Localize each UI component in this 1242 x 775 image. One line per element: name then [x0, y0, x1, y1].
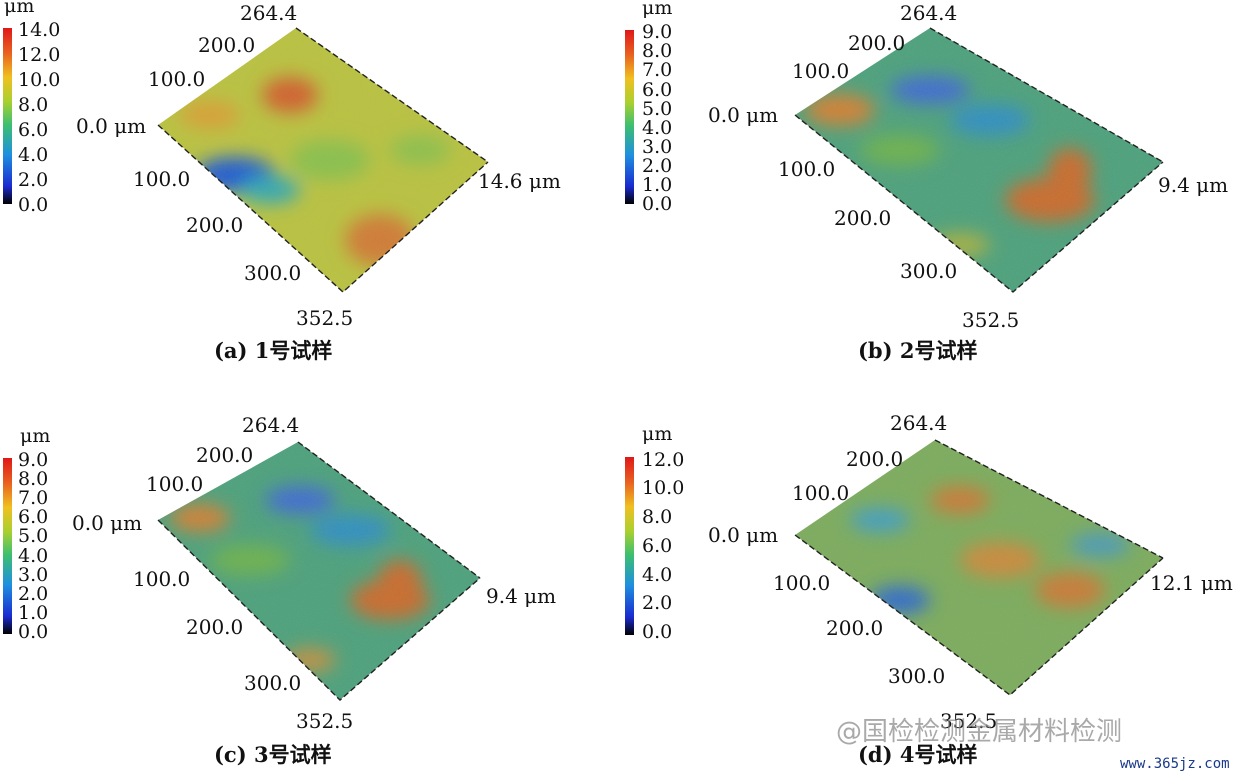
panel-a: μm 14.0 12.0 10.0 8.0 6.0 4.0 2.0 0.0	[3, 0, 561, 363]
y-tick: 264.4	[240, 1, 297, 25]
colorbar-tick: 0.0	[18, 621, 48, 643]
colorbar-tick: 8.0	[18, 94, 48, 116]
z-max-label: 12.1 μm	[1150, 571, 1233, 595]
y-tick: 0.0 μm	[72, 511, 142, 535]
colorbar-tick: 5.0	[642, 98, 672, 120]
colorbar-tick: 9.0	[642, 21, 672, 43]
colorbar-tick: 3.0	[18, 564, 48, 586]
x-tick: 200.0	[826, 616, 883, 640]
colorbar-tick: 4.0	[642, 117, 672, 139]
x-tick: 300.0	[244, 261, 301, 285]
x-tick: 300.0	[888, 664, 945, 688]
x-tick: 200.0	[186, 615, 243, 639]
y-tick: 0.0 μm	[708, 523, 778, 547]
colorbar-tick: 3.0	[642, 136, 672, 158]
x-tick: 352.5	[940, 709, 997, 733]
colorbar-gradient	[3, 28, 12, 204]
colorbar-gradient	[625, 30, 634, 204]
y-tick: 0.0 μm	[76, 114, 146, 138]
colorbar-tick: 2.0	[18, 169, 48, 191]
caption-c: (c) 3号试样	[214, 742, 332, 767]
y-tick: 100.0	[148, 67, 205, 91]
y-tick: 100.0	[146, 472, 203, 496]
colorbar-tick: 6.0	[18, 506, 48, 528]
x-tick: 352.5	[962, 308, 1019, 332]
x-tick: 100.0	[133, 567, 190, 591]
colorbar-tick: 10.0	[18, 69, 60, 91]
x-tick: 200.0	[834, 206, 891, 230]
panel-b: μm 9.0 8.0 7.0 6.0 5.0 4.0 3.0 2.0 1.0 0…	[625, 0, 1228, 363]
colorbar-unit: μm	[642, 0, 672, 19]
y-tick: 200.0	[848, 31, 905, 55]
y-tick: 100.0	[792, 59, 849, 83]
watermark: @国检检测金属材料检测	[836, 717, 1122, 747]
colorbar-tick: 6.0	[642, 79, 672, 101]
x-tick: 100.0	[773, 571, 830, 595]
colorbar-tick: 14.0	[18, 19, 60, 41]
surface-plot	[794, 27, 1164, 293]
colorbar-tick: 2.0	[642, 592, 672, 614]
colorbar-tick: 4.0	[642, 564, 672, 586]
colorbar-tick: 6.0	[18, 119, 48, 141]
y-tick: 200.0	[846, 447, 903, 471]
z-max-label: 9.4 μm	[1158, 173, 1228, 197]
colorbar-tick: 0.0	[642, 193, 672, 215]
z-max-label: 14.6 μm	[478, 169, 561, 193]
colorbar-tick: 4.0	[18, 545, 48, 567]
y-tick: 200.0	[196, 443, 253, 467]
surface-plot	[794, 439, 1164, 696]
z-max-label: 9.4 μm	[486, 584, 556, 608]
colorbar-tick: 1.0	[18, 602, 48, 624]
x-tick: 200.0	[186, 213, 243, 237]
colorbar-tick: 6.0	[642, 535, 672, 557]
colorbar-tick: 0.0	[642, 621, 672, 643]
colorbar-tick: 0.0	[18, 194, 48, 216]
colorbar-tick: 8.0	[642, 40, 672, 62]
x-tick: 300.0	[900, 259, 957, 283]
y-tick: 0.0 μm	[708, 103, 778, 127]
y-tick: 200.0	[198, 33, 255, 57]
colorbar: μm 12.0 10.0 8.0 6.0 4.0 2.0 0.0	[625, 423, 684, 643]
colorbar-tick: 7.0	[18, 487, 48, 509]
x-tick: 300.0	[244, 671, 301, 695]
colorbar-gradient	[3, 458, 12, 634]
colorbar: μm 9.0 8.0 7.0 6.0 5.0 4.0 3.0 2.0 1.0 0…	[3, 425, 50, 643]
colorbar-tick: 2.0	[642, 155, 672, 177]
caption-a: (a) 1号试样	[214, 338, 332, 363]
y-tick: 264.4	[242, 413, 299, 437]
colorbar-tick: 8.0	[642, 506, 672, 528]
colorbar: μm 9.0 8.0 7.0 6.0 5.0 4.0 3.0 2.0 1.0 0…	[625, 0, 672, 215]
colorbar-unit: μm	[4, 0, 34, 17]
x-tick: 352.5	[296, 306, 353, 330]
panel-c: μm 9.0 8.0 7.0 6.0 5.0 4.0 3.0 2.0 1.0 0…	[3, 413, 556, 767]
colorbar: μm 14.0 12.0 10.0 8.0 6.0 4.0 2.0 0.0	[3, 0, 60, 216]
colorbar-tick: 4.0	[18, 144, 48, 166]
y-tick: 264.4	[890, 411, 947, 435]
site-url: www.365jz.com	[1120, 756, 1230, 772]
colorbar-unit: μm	[20, 425, 50, 447]
colorbar-unit: μm	[642, 423, 672, 445]
colorbar-tick: 1.0	[642, 174, 672, 196]
colorbar-tick: 12.0	[18, 44, 60, 66]
colorbar-tick: 8.0	[18, 468, 48, 490]
surface-plot	[157, 27, 489, 293]
panel-d: μm 12.0 10.0 8.0 6.0 4.0 2.0 0.0 264	[625, 411, 1233, 767]
y-tick: 100.0	[792, 481, 849, 505]
colorbar-tick: 10.0	[642, 477, 684, 499]
caption-d: (d) 4号试样	[858, 742, 978, 767]
x-tick: 352.5	[296, 709, 353, 733]
colorbar-tick: 2.0	[18, 583, 48, 605]
colorbar-gradient	[625, 457, 634, 635]
surface-plot	[157, 441, 481, 701]
colorbar-tick: 7.0	[642, 59, 672, 81]
x-tick: 100.0	[778, 157, 835, 181]
colorbar-tick: 5.0	[18, 525, 48, 547]
x-tick: 100.0	[133, 167, 190, 191]
colorbar-tick: 12.0	[642, 449, 684, 471]
y-tick: 264.4	[900, 1, 957, 25]
colorbar-tick: 9.0	[18, 449, 48, 471]
caption-b: (b) 2号试样	[858, 338, 978, 363]
